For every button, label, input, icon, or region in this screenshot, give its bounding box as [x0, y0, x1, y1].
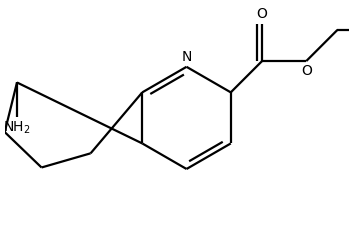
Text: N: N [181, 50, 192, 64]
Text: O: O [301, 64, 312, 78]
Text: NH$_2$: NH$_2$ [3, 120, 31, 136]
Text: O: O [257, 7, 267, 21]
